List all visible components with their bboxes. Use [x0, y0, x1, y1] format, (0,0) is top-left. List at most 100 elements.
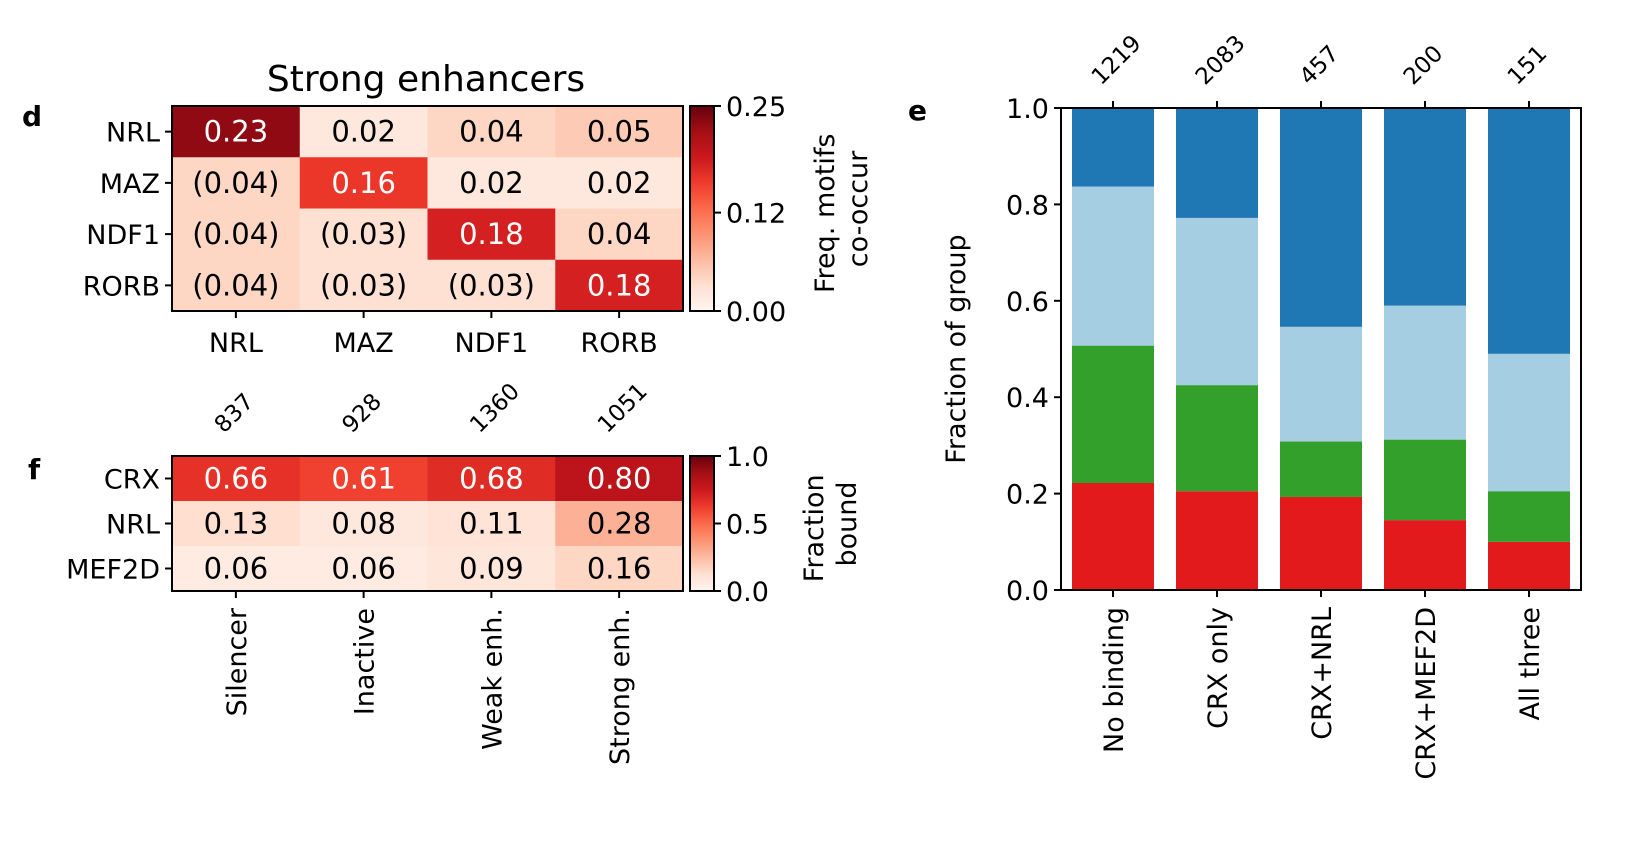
heatmap-f-cells	[172, 456, 684, 592]
heatmap-d-cell	[555, 157, 684, 209]
heatmap-d-cell-label: (0.03)	[448, 268, 535, 302]
colorbar-f-label-line-1: Fraction	[799, 474, 830, 582]
heatmap-d-cell	[299, 106, 428, 158]
heatmap-d-cell-label: (0.04)	[192, 166, 279, 200]
heatmap-d-frame	[171, 105, 684, 312]
heatmap-d-cell	[172, 157, 301, 209]
colorbar-f-label-line-2: bound	[832, 481, 863, 566]
colorbar-tick-label: 0.00	[726, 297, 786, 328]
heatmap-f-cell	[299, 501, 428, 547]
bar-count: 200	[1399, 41, 1448, 90]
heatmap-d-cell-label: 0.16	[331, 166, 396, 200]
bar-segment	[1488, 353, 1570, 492]
bar-segment	[1072, 482, 1154, 590]
y-tick-label: 0.8	[1006, 190, 1049, 221]
bar-segment	[1280, 496, 1362, 590]
y-tick-label: 0.0	[1006, 576, 1049, 607]
panel-f: f 837 928 1360 1051 0.66 0.61 0.68 0.80 0.13 0.0…	[28, 378, 863, 765]
heatmap-f-cell	[555, 456, 684, 502]
bar-segment	[1280, 326, 1362, 442]
row-label-maz: MAZ	[100, 169, 160, 200]
heatmap-d-cell-label: 0.02	[331, 115, 396, 149]
colorbar-f	[689, 455, 715, 592]
col-label-ndf1: NDF1	[455, 328, 529, 359]
heatmap-d-cell-label: (0.04)	[192, 217, 279, 251]
row-label-rorb: RORB	[83, 271, 160, 302]
colorbar-f-ticks: 0.0 0.5 1.0	[714, 442, 769, 608]
col-label-nrl: NRL	[209, 328, 263, 359]
heatmap-d-title: Strong enhancers	[267, 59, 585, 100]
bar-count: 457	[1295, 41, 1344, 90]
col-count: 837	[210, 389, 259, 438]
heatmap-d-cell	[555, 106, 684, 158]
colorbar-tick-label: 0.0	[726, 577, 769, 608]
bar-segment	[1280, 108, 1362, 327]
colorbar-tick-label: 0.25	[726, 92, 786, 123]
heatmap-d-cell	[427, 106, 556, 158]
colorbar-d	[689, 105, 715, 312]
heatmap-f-col-counts: 837 928 1360 1051	[210, 378, 653, 438]
heatmap-d-cell-label: 0.18	[587, 268, 652, 302]
heatmap-d-cell-label: (0.03)	[320, 217, 407, 251]
stacked-bars-e-x-ticks: No binding CRX only CRX+NRL CRX+MEF2D All th…	[1099, 590, 1546, 780]
heatmap-f-cell	[427, 501, 556, 547]
panel-d: d Strong enhancers 0.23 0.02 0.04 0.05 (0.04…	[22, 59, 874, 359]
heatmap-d-cell-label: 0.05	[587, 115, 652, 149]
bar-segment	[1488, 491, 1570, 542]
x-label-crx-nrl: CRX+NRL	[1307, 607, 1338, 740]
stacked-bars-e	[1072, 108, 1570, 590]
heatmap-d-cell	[299, 259, 428, 312]
row-label-ndf1: NDF1	[86, 220, 160, 251]
col-count: 928	[337, 389, 386, 438]
heatmap-f-cell	[427, 546, 556, 592]
stacked-bars-e-y-ticks: 0.0 0.2 0.4 0.6 0.8 1.0	[1006, 94, 1061, 607]
heatmap-d-cell-label: (0.04)	[192, 268, 279, 302]
bar-segment	[1488, 108, 1570, 354]
colorbar-d-label-line-2: co-occur	[843, 150, 874, 267]
heatmap-f-row-ticks: CRX NRL MEF2D	[66, 465, 172, 586]
heatmap-f-cell-label: 0.11	[459, 507, 524, 541]
y-tick-label: 0.6	[1006, 287, 1049, 318]
col-label-strong-enh: Strong enh.	[605, 608, 636, 765]
colorbar-d-label-line-1: Freq. motifs	[810, 134, 841, 293]
heatmap-f-cell-label: 0.09	[459, 552, 524, 586]
bar-segment	[1176, 108, 1258, 218]
heatmap-f-cell-label: 0.66	[204, 462, 269, 496]
heatmap-f-cell	[299, 546, 428, 592]
heatmap-d-cell	[555, 208, 684, 261]
stacked-bars-e-counts: 1219 2083 457 200 151	[1087, 30, 1552, 108]
x-label-no-binding: No binding	[1099, 607, 1130, 753]
heatmap-f-cell-label: 0.68	[459, 462, 524, 496]
heatmap-d-cell	[427, 157, 556, 209]
y-tick-label: 0.2	[1006, 480, 1049, 511]
heatmap-d-cell	[299, 208, 428, 261]
heatmap-f-cell-label: 0.13	[204, 507, 269, 541]
heatmap-d-row-ticks: NRL MAZ NDF1 RORB	[83, 118, 172, 302]
panel-label-d: d	[22, 100, 42, 133]
heatmap-d-cell-label: 0.02	[587, 166, 652, 200]
heatmap-f-col-ticks: Silencer Inactive Weak enh. Strong enh.	[222, 591, 636, 765]
heatmap-f-cell-label: 0.16	[587, 552, 652, 586]
col-count: 1360	[465, 378, 525, 438]
heatmap-f-cell	[172, 456, 301, 502]
col-label-inactive: Inactive	[350, 608, 381, 715]
colorbar-tick-label: 0.12	[726, 199, 786, 230]
bar-count: 1219	[1087, 30, 1147, 90]
heatmap-d-cell	[172, 106, 301, 158]
heatmap-f-cell	[555, 546, 684, 592]
heatmap-f-cell-label: 0.80	[587, 462, 652, 496]
col-label-silencer: Silencer	[222, 607, 253, 716]
heatmap-d-cell-labels: 0.23 0.02 0.04 0.05 (0.04) 0.16 0.02 0.02 (0.04)…	[192, 115, 651, 303]
y-tick-label: 1.0	[1006, 94, 1049, 125]
heatmap-f-cell-label: 0.06	[331, 552, 396, 586]
heatmap-d-cell-label: 0.18	[459, 217, 524, 251]
bar-segment	[1488, 541, 1570, 590]
colorbar-f-label: Fraction bound	[799, 466, 863, 582]
panel-label-e: e	[908, 94, 927, 127]
heatmap-d-cell	[427, 259, 556, 312]
row-label-crx: CRX	[104, 465, 160, 496]
heatmap-f-cell-labels: 0.66 0.61 0.68 0.80 0.13 0.08 0.11 0.28 0.06 0.06…	[204, 462, 652, 586]
heatmap-f-cell-label: 0.06	[204, 552, 269, 586]
heatmap-d-cell	[172, 208, 301, 261]
bar-segment	[1176, 491, 1258, 590]
